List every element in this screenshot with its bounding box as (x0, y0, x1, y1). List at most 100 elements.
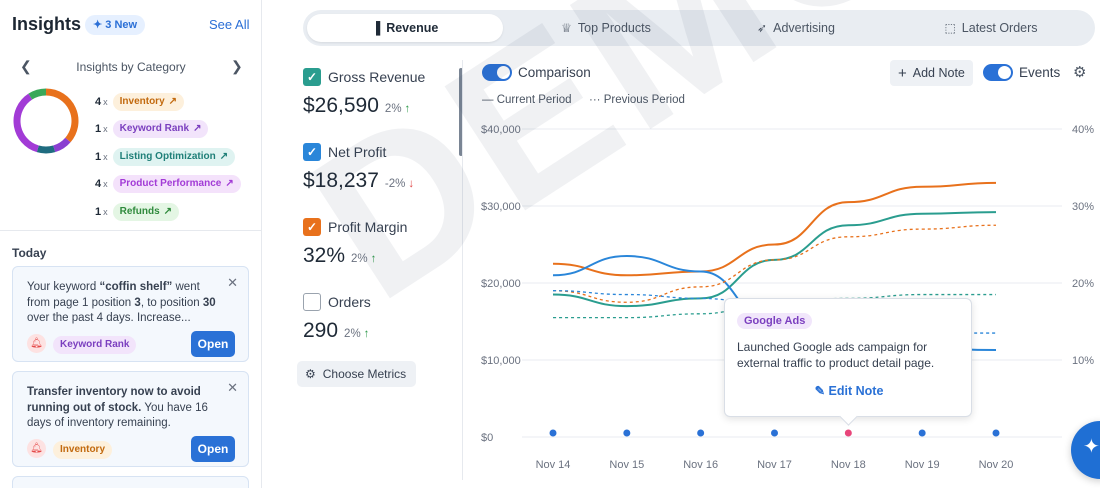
legend-current-period: — Current Period (482, 94, 572, 106)
events-toggle[interactable] (983, 64, 1013, 81)
insight-count: 4 (95, 95, 102, 108)
x-axis-tick: Nov 14 (536, 459, 571, 471)
insight-count: 1 (95, 205, 102, 218)
metric-checkbox[interactable]: ✓ (303, 68, 321, 86)
edit-note-label: Edit Note (828, 384, 884, 398)
event-marker[interactable] (918, 429, 926, 437)
y-axis-left-tick: $20,000 (481, 278, 521, 290)
insight-category-pill: Listing Optimization ↗ (112, 147, 236, 166)
choose-metrics-label: Choose Metrics (322, 367, 407, 381)
insights-sidebar: Insights ✦ 3 New See All Insights by Cat… (0, 0, 262, 488)
legend-current-label: Current Period (496, 94, 572, 106)
metric-value: 32% (303, 244, 346, 267)
legend-previous-period: ··· Previous Period (589, 94, 685, 106)
open-button[interactable]: Open (191, 331, 235, 357)
insight-card (12, 476, 249, 488)
sparkle-icon: ✦ (93, 19, 106, 31)
insight-tag: Inventory (53, 441, 113, 459)
metric-change-value: 2% (351, 253, 368, 265)
series-line-profit-margin-previous (552, 224, 997, 303)
add-note-button[interactable]: + Add Note (890, 60, 973, 86)
event-marker[interactable] (623, 429, 631, 437)
bar-chart-icon: ▐ (371, 21, 381, 35)
insight-multiplier: x (103, 124, 108, 135)
comparison-toggle[interactable] (482, 64, 512, 81)
solid-line-icon: — (482, 94, 497, 106)
donut-slice (13, 93, 40, 153)
metric-net-profit: ✓ Net Profit $18,237 -2% ↓ (303, 143, 453, 203)
metrics-scrollbar[interactable] (459, 68, 463, 156)
metric-label: Net Profit (328, 144, 387, 160)
insight-multiplier: x (103, 206, 108, 217)
insight-category-pill: Refunds ↗ (112, 202, 180, 221)
metric-value-row: 32% 2% ↑ (303, 244, 376, 268)
insight-card-emphasis: 30 (202, 296, 216, 309)
open-button[interactable]: Open (191, 436, 235, 462)
insight-card-text: Transfer inventory now to avoid running … (27, 385, 217, 432)
metric-value: $18,237 (303, 169, 379, 192)
metric-checkbox[interactable] (303, 293, 321, 311)
y-axis-right-tick: 10% (1072, 355, 1094, 367)
insight-category-item[interactable]: 4 x Inventory ↗ (95, 88, 260, 116)
edit-note-button[interactable]: ✎ Edit Note (725, 383, 973, 398)
y-axis-right-tick: 20% (1072, 278, 1094, 290)
insight-category-item[interactable]: 1 x Refunds ↗ (95, 198, 260, 226)
chevron-left-icon[interactable]: ❮ (20, 58, 32, 74)
series-line-gross-revenue-current (552, 211, 997, 308)
donut-slice (52, 137, 71, 153)
insight-card-emphasis: Transfer inventory now to avoid running … (27, 386, 201, 414)
insight-category-item[interactable]: 1 x Keyword Rank ↗ (95, 116, 260, 144)
insight-card-text: Your keyword “coffin shelf” went from pa… (27, 280, 217, 327)
legend-previous-label: Previous Period (603, 94, 685, 106)
choose-metrics-button[interactable]: ⚙ Choose Metrics (297, 361, 417, 387)
insight-card-segment: Your keyword (27, 281, 100, 293)
metric-change: -2% ↓ (385, 178, 414, 190)
add-note-label: Add Note (912, 66, 965, 80)
y-axis-left-tick: $0 (481, 432, 493, 444)
see-all-link[interactable]: See All (209, 17, 250, 32)
arrow-up-right-icon: ↗ (225, 178, 234, 190)
events-label: Events (1019, 65, 1061, 80)
metric-value-row: $18,237 -2% ↓ (303, 169, 414, 193)
arrow-up-icon: ↑ (370, 253, 377, 265)
event-marker[interactable] (549, 429, 557, 437)
metric-change-value: 2% (344, 328, 361, 340)
insight-category-item[interactable]: 1 x Listing Optimization ↗ (95, 143, 260, 171)
event-marker[interactable] (844, 429, 852, 437)
close-icon[interactable]: ✕ (227, 380, 238, 395)
trophy-icon: ♕ (561, 21, 572, 35)
event-marker[interactable] (771, 429, 778, 437)
insight-category-pill: Keyword Rank ↗ (112, 120, 209, 139)
event-marker[interactable] (992, 429, 1000, 437)
chevron-right-icon[interactable]: ❯ (231, 58, 243, 74)
metric-checkbox[interactable]: ✓ (303, 218, 321, 236)
tab-revenue[interactable]: ▐ Revenue (307, 14, 503, 42)
insight-multiplier: x (103, 179, 108, 190)
new-badge[interactable]: ✦ 3 New (85, 15, 146, 35)
insight-category-label: Refunds (119, 205, 160, 217)
event-marker[interactable] (697, 429, 705, 437)
close-icon[interactable]: ✕ (227, 275, 238, 290)
dashboard-tabs: ▐ Revenue ♕ Top Products ➶ Advertising ⬚ Lat… (303, 10, 1095, 46)
donut-slice (36, 145, 56, 154)
new-badge-label: 3 New (105, 19, 138, 31)
insight-multiplier: x (103, 96, 108, 107)
tab-top-products[interactable]: ♕ Top Products (508, 14, 704, 42)
dotted-line-icon: ··· (589, 94, 604, 106)
insight-category-item[interactable]: 4 x Product Performance ↗ (95, 171, 260, 199)
arrow-down-icon: ↓ (408, 178, 415, 190)
insight-count: 4 (95, 178, 102, 191)
settings-gear-icon[interactable]: ⚙ (1073, 64, 1087, 81)
metric-value: $26,590 (303, 94, 379, 117)
tab-latest-orders[interactable]: ⬚ Latest Orders (893, 14, 1089, 42)
pencil-icon: ✎ (814, 384, 829, 398)
tab-advertising[interactable]: ➶ Advertising (698, 14, 894, 42)
metric-orders: Orders 290 2% ↑ (303, 293, 453, 353)
metric-label: Profit Margin (328, 219, 408, 235)
divider (462, 60, 463, 480)
tab-label: Advertising (773, 21, 835, 35)
metric-checkbox[interactable]: ✓ (303, 143, 321, 161)
insight-card-emphasis: “coffin shelf” (99, 281, 173, 293)
x-axis-tick: Nov 16 (683, 459, 718, 471)
